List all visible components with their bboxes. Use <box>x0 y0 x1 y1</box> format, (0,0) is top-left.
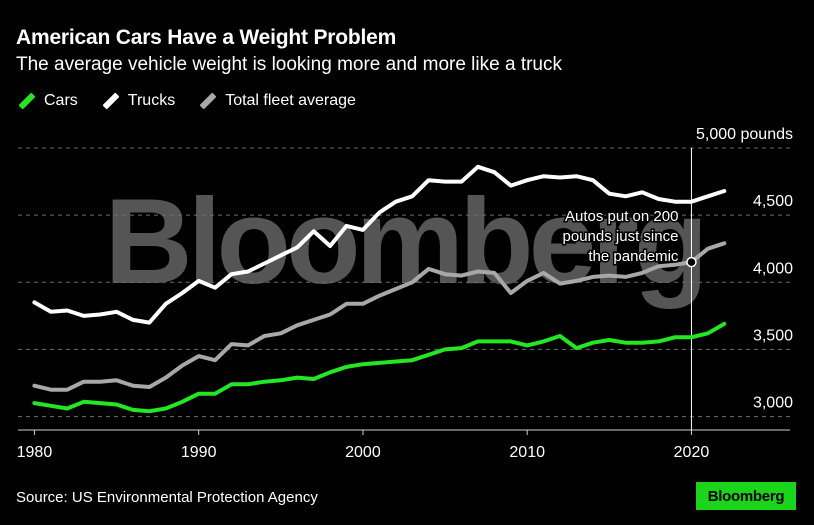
annotation-text: the pandemic <box>588 248 679 265</box>
x-tick-label: 2010 <box>509 444 545 461</box>
y-tick-label: 3,000 <box>753 395 793 412</box>
series-line-total-fleet-average <box>32 241 727 392</box>
legend: Cars Trucks Total fleet average <box>16 92 378 110</box>
x-tick-label: 1980 <box>17 444 53 461</box>
y-tick-label: 5,000 pounds <box>696 126 793 143</box>
x-tick-label: 1990 <box>181 444 217 461</box>
legend-item-cars: Cars <box>16 92 78 110</box>
y-tick-label: 4,000 <box>753 260 793 277</box>
legend-label-total: Total fleet average <box>225 92 356 109</box>
series-line-cars <box>32 321 727 414</box>
y-tick-label: 4,500 <box>753 193 793 210</box>
legend-label-cars: Cars <box>44 92 78 109</box>
series-line-trucks <box>32 164 727 325</box>
legend-label-trucks: Trucks <box>127 92 176 109</box>
annotation-marker <box>686 256 697 268</box>
annotation-text: pounds just since <box>563 228 679 245</box>
legend-item-trucks: Trucks <box>100 92 175 110</box>
x-tick-label: 2000 <box>345 444 381 461</box>
page-title: American Cars Have a Weight Problem <box>16 26 397 49</box>
legend-item-total: Total fleet average <box>197 92 356 110</box>
y-tick-label: 3,500 <box>753 327 793 344</box>
x-tick-label: 2020 <box>674 444 710 461</box>
page-subtitle: The average vehicle weight is looking mo… <box>16 54 562 75</box>
annotation-text: Autos put on 200 <box>565 208 678 225</box>
brand-logo: Bloomberg <box>696 482 796 510</box>
source-note: Source: US Environmental Protection Agen… <box>16 489 318 506</box>
